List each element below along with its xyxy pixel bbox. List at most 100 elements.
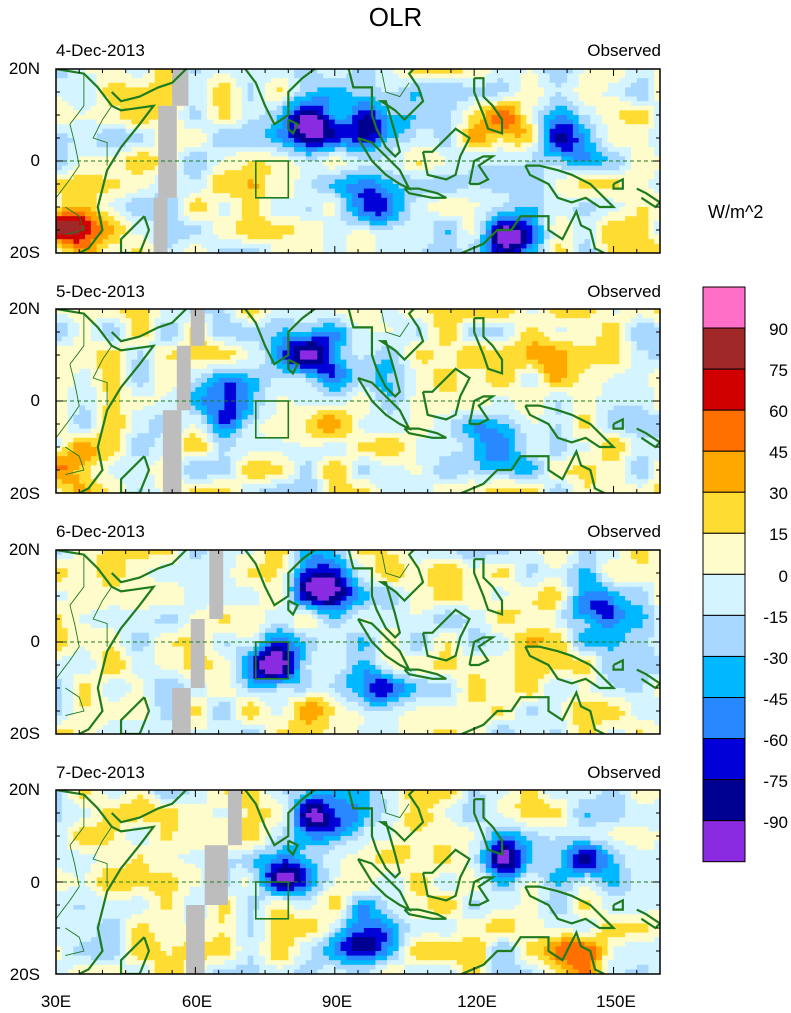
heatmap-cell [125,179,133,185]
heatmap-cell [108,138,115,144]
heatmap-cell [584,87,591,93]
heatmap-cell [509,124,516,130]
heatmap-cell [648,133,655,139]
heatmap-cell [485,161,493,167]
heatmap-cell [241,220,249,226]
heatmap-cell [601,322,609,328]
heatmap-cell [241,327,249,333]
heatmap-cell [532,96,539,102]
heatmap-cell [369,243,377,249]
heatmap-cell [177,336,185,342]
heatmap-cell [317,220,324,226]
heatmap-cell [299,318,307,324]
heatmap-cell [410,96,417,102]
heatmap-cell [294,87,301,93]
heatmap-cell [642,243,649,249]
heatmap-cell [195,156,202,162]
heatmap-cell [154,69,162,75]
heatmap-cell [148,202,156,208]
heatmap-cell [323,239,330,245]
heatmap-cell [207,211,214,217]
heatmap-cell [625,322,632,328]
heatmap-cell [166,82,173,88]
heatmap-cell [125,243,133,249]
heatmap-cell [596,322,603,328]
heatmap-cell [619,309,626,315]
heatmap-cell [503,161,510,167]
heatmap-cell [561,78,568,84]
heatmap-cell [479,151,487,157]
heatmap-cell [195,165,202,171]
heatmap-cell [485,216,493,222]
heatmap-cell [468,147,475,153]
heatmap-cell [299,96,307,102]
heatmap-cell [253,138,260,144]
heatmap-cell [207,69,214,75]
heatmap-cell [630,138,638,144]
heatmap-cell [578,322,586,328]
heatmap-cell [212,151,220,157]
heatmap-cell [410,133,417,139]
heatmap-cell [584,138,591,144]
heatmap-cell [177,193,185,199]
heatmap-cell [601,220,609,226]
heatmap-cell [317,202,324,208]
heatmap-cell [607,142,615,148]
heatmap-cell [201,82,208,88]
heatmap-cell [352,147,359,153]
heatmap-cell [253,87,260,93]
heatmap-cell [503,87,510,93]
heatmap-cell [555,142,562,148]
heatmap-cell [236,142,243,148]
heatmap-cell [218,142,226,148]
heatmap-cell [474,179,481,185]
heatmap-cell [404,318,411,324]
heatmap-cell [509,188,516,194]
heatmap-cell [450,216,458,222]
heatmap-cell [421,128,429,134]
heatmap-cell [247,156,255,162]
heatmap-cell [421,124,429,130]
heatmap-cell [590,165,597,171]
heatmap-cell [607,69,615,75]
heatmap-cell [445,188,452,194]
heatmap-cell [288,197,295,203]
heatmap-cell [114,220,121,226]
heatmap-cell [613,128,620,134]
heatmap-cell [567,138,574,144]
heatmap-cell [96,165,104,171]
heatmap-cell [236,138,243,144]
heatmap-cell [549,202,557,208]
heatmap-cell [334,239,342,245]
heatmap-cell [636,147,644,153]
heatmap-cell [119,309,127,315]
heatmap-cell [143,313,150,319]
heatmap-cell [445,105,452,111]
heatmap-cell [613,92,620,98]
heatmap-cell [654,73,660,79]
heatmap-cell [549,179,557,185]
heatmap-cell [299,124,307,130]
heatmap-cell [90,161,98,167]
heatmap-cell [468,138,475,144]
heatmap-cell [404,248,411,253]
heatmap-cell [543,202,551,208]
heatmap-cell [468,110,475,116]
heatmap-cell [491,318,498,324]
heatmap-cell [270,142,278,148]
heatmap-cell [73,92,80,98]
heatmap-cell [67,239,75,245]
heatmap-cell [398,101,406,107]
heatmap-cell [79,151,86,157]
heatmap-cell [253,243,260,249]
heatmap-cell [613,202,620,208]
heatmap-cell [323,82,330,88]
heatmap-cell [549,119,557,125]
heatmap-cell [270,82,278,88]
heatmap-cell [450,151,458,157]
heatmap-cell [311,322,318,328]
heatmap-cell [526,327,533,333]
heatmap-cell [474,110,481,116]
heatmap-cell [212,318,220,324]
panel-source-2: Observed [587,282,661,301]
